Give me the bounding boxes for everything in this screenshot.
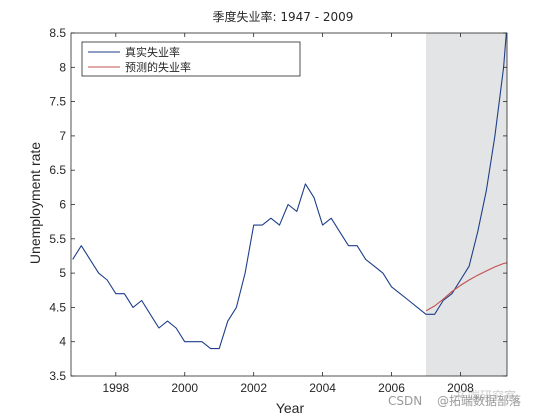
y-tick-label: 6: [59, 198, 66, 212]
y-tick-label: 5: [59, 266, 66, 280]
y-axis-title: Unemployment rate: [27, 142, 43, 264]
y-tick-label: 8.5: [49, 26, 66, 40]
x-tick-label: 2006: [378, 381, 405, 395]
series-line-2: [425, 262, 508, 312]
y-tick-label: 7.5: [49, 95, 66, 109]
legend-label-2: 预测的失业率: [125, 60, 191, 74]
plot-area: [72, 32, 508, 376]
series-line-1: [72, 32, 507, 350]
forecast-shaded-region: [426, 33, 507, 376]
legend-box: [81, 41, 301, 77]
x-tick-label: 1998: [102, 381, 129, 395]
x-tick-label: 2000: [171, 381, 198, 395]
chart-title: 季度失业率: 1947 - 2009: [213, 9, 354, 24]
y-tick-label: 3.5: [49, 369, 66, 383]
watermark-right-text: @拓端数据部落: [437, 393, 521, 408]
watermark-overlay-text: 拓端研究室: [456, 388, 516, 403]
x-tick-label: 2002: [240, 381, 267, 395]
y-tick-label: 7: [59, 129, 66, 143]
x-tick-label: 2008: [447, 381, 474, 395]
y-tick-label: 5.5: [49, 232, 66, 246]
x-tick-label: 2004: [309, 381, 336, 395]
watermark-left-text: CSDN: [388, 394, 422, 408]
axes: 1998 2000 2002 2004 2006 2008 3.5 4 4.5 5 5.5 6 6.5 7…: [49, 26, 508, 395]
y-tick-label: 6.5: [49, 163, 66, 177]
y-tick-label: 8: [59, 60, 66, 74]
watermark: 拓端研究室 CSDN @拓端数据部落: [388, 388, 521, 408]
y-tick-label: 4: [59, 335, 66, 349]
y-tick-label: 4.5: [49, 300, 66, 314]
legend-label-1: 真实失业率: [125, 45, 180, 59]
x-axis-title: Year: [276, 400, 305, 416]
